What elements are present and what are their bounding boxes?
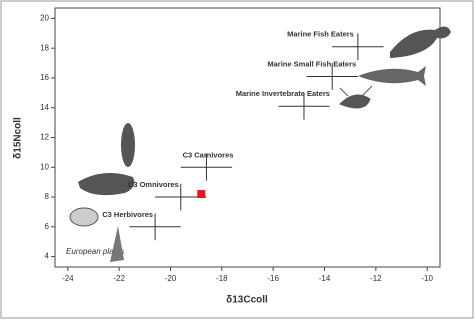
x-tick-label: -14 — [319, 274, 331, 283]
x-tick-label: -18 — [216, 274, 228, 283]
x-tick-label: -20 — [165, 274, 177, 283]
x-tick-label: -24 — [62, 274, 74, 283]
y-tick-label: 12 — [40, 133, 49, 142]
y-tick-label: 8 — [45, 192, 50, 201]
chart: δ13Ccoll δ15Ncoll European plants -24-22… — [0, 0, 475, 320]
group-label: Marine Small Fish Eaters — [267, 59, 356, 68]
y-tick-label: 6 — [45, 222, 50, 231]
group-label: C3 Carnivores — [183, 150, 234, 159]
x-tick-label: -22 — [113, 274, 125, 283]
y-tick-label: 4 — [45, 252, 50, 261]
group-label: Marine Invertebrate Eaters — [236, 89, 330, 98]
y-tick-label: 20 — [40, 14, 49, 23]
x-axis-label: δ13Ccoll — [226, 295, 268, 306]
y-tick-label: 10 — [40, 162, 49, 171]
point — [197, 190, 205, 198]
x-tick-label: -16 — [267, 274, 279, 283]
y-tick-label: 18 — [40, 43, 49, 52]
y-tick-label: 16 — [40, 73, 49, 82]
x-tick-label: -10 — [421, 274, 433, 283]
y-tick-label: 14 — [40, 103, 49, 112]
y-axis-label: δ15Ncoll — [13, 117, 24, 159]
group-label: Marine Fish Eaters — [287, 30, 354, 39]
group-label: C3 Herbivores — [102, 210, 153, 219]
group-label: C3 Omnivores — [128, 180, 179, 189]
x-tick-label: -12 — [370, 274, 382, 283]
